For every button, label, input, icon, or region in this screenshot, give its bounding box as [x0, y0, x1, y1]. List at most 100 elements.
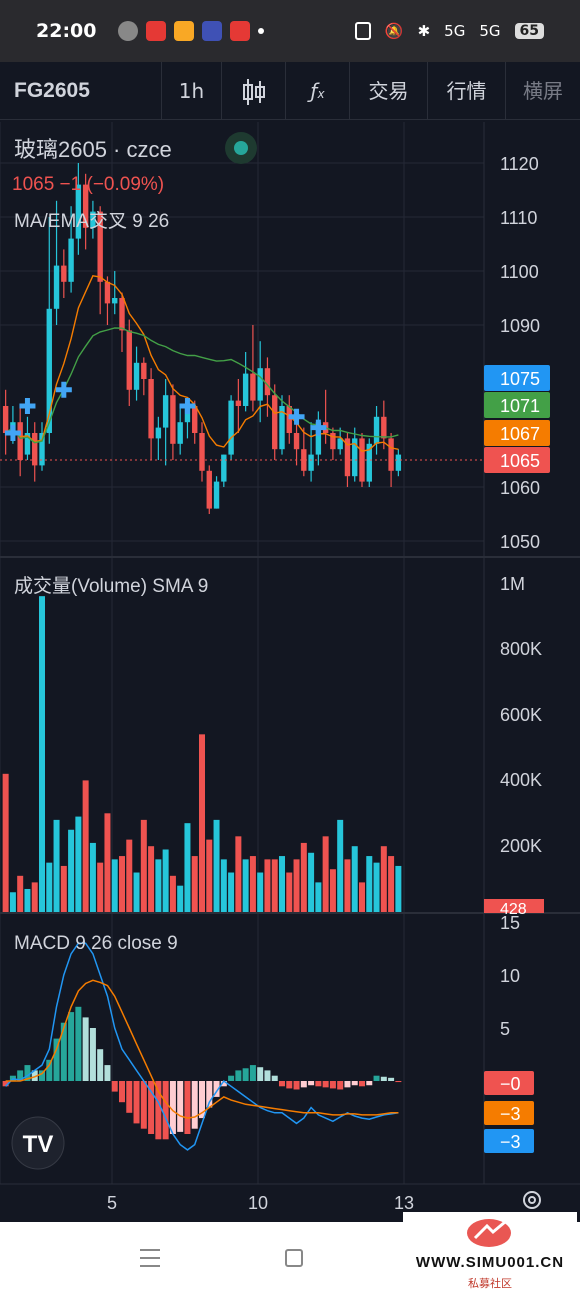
candle-body — [61, 265, 67, 282]
price-badge-bg — [484, 392, 550, 418]
macd-histogram-bar — [264, 1070, 271, 1081]
tradingview-logo[interactable]: TV — [11, 1116, 65, 1170]
indicators-button[interactable]: ƒx — [286, 61, 350, 120]
macd-histogram-bar — [148, 1081, 155, 1134]
macd-histogram-bar — [388, 1077, 395, 1081]
price-badge: 1071 — [500, 396, 540, 416]
candle-body — [395, 454, 402, 471]
candle-type-button[interactable] — [222, 61, 286, 120]
quotes-button[interactable]: 行情 — [428, 61, 506, 120]
macd-histogram-bar — [213, 1081, 220, 1097]
macd-histogram-bar — [39, 1070, 45, 1081]
chart-area[interactable]: 1050 1060 1090 1100 1110 1120 1075 1071 1067 1065… — [0, 120, 580, 1222]
volume-bar — [199, 734, 205, 912]
interval-button[interactable]: 1h — [162, 61, 222, 120]
landscape-button[interactable]: 横屏 — [523, 78, 563, 103]
volume-bar — [322, 836, 329, 912]
candle-body — [141, 362, 147, 379]
macd-histogram-bar — [155, 1081, 162, 1140]
nav-menu-icon[interactable] — [140, 1249, 160, 1267]
macd-histogram-bar — [75, 1006, 82, 1081]
notification-icons — [118, 21, 265, 41]
volume-bar — [184, 823, 191, 912]
settings-gear-icon[interactable] — [523, 1191, 541, 1209]
macd-histogram-bar — [300, 1081, 307, 1088]
candle-body — [133, 362, 140, 390]
macd-histogram-bar — [119, 1081, 125, 1103]
candle-body — [293, 433, 300, 450]
volume-bar — [46, 862, 53, 912]
macd-histogram-bar — [322, 1081, 329, 1088]
symbol-button[interactable]: FG2605 — [0, 61, 162, 120]
indicator-label[interactable]: MA/EMA交叉 9 26 — [14, 210, 169, 232]
macd-histogram-bar — [286, 1081, 293, 1089]
candle-body — [272, 395, 278, 450]
macd-histogram-bar — [220, 1081, 227, 1087]
watermark-subtitle: 私募社区 — [468, 1277, 512, 1290]
volume-bar — [366, 856, 373, 912]
candle-body — [381, 416, 387, 439]
price-tick-label: 1100 — [500, 262, 539, 282]
candle-body — [344, 438, 351, 477]
volume-bar — [206, 839, 213, 912]
tv-logo-icon: TV — [23, 1131, 54, 1158]
candle-body — [373, 416, 380, 444]
macd-badge-bg — [484, 1129, 534, 1153]
candle-body — [112, 298, 118, 304]
volume-bar — [169, 875, 176, 912]
macd-histogram-bar — [337, 1081, 344, 1090]
macd-histogram-bar — [82, 1017, 89, 1081]
candle-body — [119, 298, 125, 331]
macd-histogram-bar — [24, 1065, 31, 1081]
candle-body — [53, 265, 60, 309]
macd-histogram-bar — [271, 1075, 278, 1081]
candle-body — [279, 406, 285, 450]
price-tick-label: 1060 — [500, 478, 540, 498]
volume-bar — [249, 856, 256, 912]
volume-label[interactable]: 成交量(Volume) SMA 9 — [14, 575, 208, 597]
macd-histogram-bar — [169, 1081, 176, 1134]
ma-ema-lines — [0, 275, 484, 461]
price-badge: 1075 — [500, 369, 540, 389]
price-badge: 1065 — [500, 451, 540, 471]
volume-bar — [271, 859, 278, 912]
macd-histogram-bar — [373, 1075, 380, 1081]
volume-bar — [119, 856, 125, 912]
candle-body — [228, 400, 234, 455]
macd-histogram-bar — [177, 1081, 184, 1132]
nav-home-icon[interactable] — [285, 1249, 303, 1267]
cross-marker-icon — [179, 398, 196, 414]
candle-body — [126, 330, 132, 390]
volume-bar — [162, 849, 169, 912]
macd-histogram-bar — [2, 1081, 9, 1087]
macd-badge: −0 — [500, 1074, 521, 1094]
volume-tick-label: 600K — [500, 705, 542, 725]
trade-button[interactable]: 交易 — [350, 61, 428, 120]
volume-bar — [148, 846, 155, 912]
candle-body — [264, 368, 271, 396]
macd-histogram-bar — [351, 1081, 358, 1086]
candle-body — [148, 379, 154, 439]
macd-histogram-bar — [31, 1070, 38, 1081]
candle-body — [199, 433, 205, 471]
volume-tick-label: 1M — [500, 574, 525, 594]
candle-body — [192, 406, 198, 433]
candle-body — [68, 238, 74, 282]
candle-body — [242, 373, 249, 406]
macd-label[interactable]: MACD 9 26 close 9 — [14, 933, 178, 954]
watermark: WWW.SIMU001.CN 私募社区 — [403, 1212, 577, 1295]
macd-tick-label: 15 — [500, 913, 520, 933]
volume-bar — [380, 846, 387, 912]
weibo-icon — [174, 21, 195, 41]
volume-bar — [344, 859, 351, 912]
volume-bar — [300, 842, 307, 912]
volume-bar — [126, 839, 133, 912]
cross-marker-icon — [288, 408, 305, 425]
volume-tick-label: 400K — [500, 770, 542, 790]
volume-bar — [373, 862, 380, 912]
volume-bar — [359, 882, 365, 912]
volume-bar — [286, 872, 293, 912]
macd-histogram-bar — [380, 1076, 387, 1081]
macd-histogram-bar — [97, 1049, 104, 1081]
volume-bar — [111, 859, 118, 912]
